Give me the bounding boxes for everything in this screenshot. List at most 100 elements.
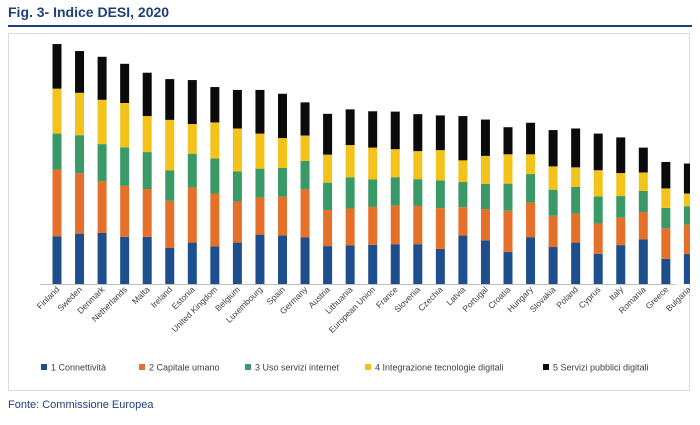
- bar-segment-3: [210, 158, 220, 194]
- bar-segment-4: [480, 155, 490, 184]
- bar-segment-4: [120, 103, 130, 148]
- legend-label-4: 4 Integrazione tecnologie digitali: [375, 363, 504, 373]
- bar-segment-4: [683, 193, 690, 207]
- bar-segment-1: [187, 242, 197, 284]
- bar-segment-3: [413, 179, 423, 206]
- bar-segment-3: [142, 152, 152, 190]
- bar-segment-3: [52, 133, 62, 170]
- bar-segment-2: [165, 200, 175, 248]
- bar-segment-5: [616, 137, 626, 174]
- bar-segment-2: [278, 196, 287, 236]
- bar-segment-1: [683, 254, 690, 284]
- bar-segment-3: [278, 168, 287, 197]
- bar-segment-3: [390, 177, 400, 206]
- bar-segment-3: [120, 147, 130, 186]
- category-label: Bulgaria: [664, 284, 690, 313]
- bar-segment-1: [142, 236, 152, 284]
- bar-segment-4: [97, 99, 107, 145]
- bar-segment-5: [413, 114, 423, 152]
- bar-segment-2: [548, 215, 558, 248]
- bar-segment-4: [526, 154, 536, 175]
- bar-segment-4: [142, 116, 152, 153]
- bar-segment-1: [323, 246, 333, 284]
- bar-segment-2: [75, 173, 85, 234]
- bar-segment-4: [638, 172, 648, 191]
- bar-segment-5: [503, 127, 513, 155]
- bar-segment-5: [97, 56, 107, 100]
- bar-segment-1: [300, 237, 310, 284]
- legend-swatch-5: [543, 364, 549, 370]
- bar-segment-3: [165, 170, 175, 201]
- bar-segment-2: [210, 193, 220, 247]
- bar-segment-4: [571, 167, 581, 187]
- bar-segment-4: [255, 133, 265, 169]
- bar-segment-1: [526, 237, 536, 284]
- bar-segment-3: [323, 182, 333, 211]
- bar-segment-3: [571, 186, 581, 214]
- bar-segment-4: [232, 128, 242, 172]
- bar-segment-2: [458, 207, 468, 236]
- bar-segment-4: [661, 188, 671, 208]
- bar-segment-5: [278, 93, 287, 139]
- bar-segment-2: [526, 202, 536, 238]
- bar-segment-2: [120, 185, 130, 237]
- bar-segment-2: [232, 201, 242, 243]
- bar-segment-5: [255, 89, 265, 134]
- category-label: Italy: [607, 284, 626, 303]
- legend-swatch-2: [139, 364, 145, 370]
- bar-segment-3: [458, 182, 468, 208]
- bar-segment-3: [683, 206, 690, 225]
- bar-segment-2: [368, 206, 378, 245]
- bar-segment-5: [368, 111, 378, 148]
- legend-swatch-3: [245, 364, 251, 370]
- legend-label-2: 2 Capitale umano: [149, 363, 220, 373]
- bar-segment-3: [526, 174, 536, 203]
- bar-segment-4: [368, 147, 378, 180]
- bar-segment-1: [661, 258, 671, 284]
- bar-segment-2: [683, 224, 690, 255]
- bar-segment-1: [480, 240, 490, 284]
- bar-segment-4: [390, 149, 400, 178]
- bar-segment-5: [345, 109, 355, 146]
- bar-segment-3: [75, 135, 85, 174]
- bar-segment-2: [503, 210, 513, 252]
- bar-segment-5: [435, 115, 445, 151]
- bar-segment-3: [345, 177, 355, 209]
- title-underline: [8, 25, 692, 27]
- bar-segment-5: [638, 147, 648, 173]
- bar-segment-5: [593, 133, 603, 171]
- bar-segment-1: [165, 247, 175, 284]
- bar-segment-4: [210, 122, 220, 159]
- bar-segment-2: [616, 217, 626, 246]
- bar-segment-5: [210, 87, 220, 123]
- bar-segment-2: [593, 223, 603, 254]
- bar-segment-1: [75, 233, 85, 284]
- bar-segment-4: [187, 124, 197, 154]
- category-label: Cyprus: [576, 284, 602, 310]
- bar-segment-1: [255, 234, 265, 284]
- bar-segment-2: [323, 210, 333, 247]
- bar-segment-1: [616, 245, 626, 284]
- bar-segment-1: [458, 235, 468, 284]
- bar-segment-5: [526, 122, 536, 155]
- bar-segment-4: [616, 173, 626, 197]
- bar-segment-3: [503, 183, 513, 211]
- bar-segment-3: [616, 196, 626, 218]
- bar-segment-5: [571, 128, 581, 168]
- bar-segment-5: [661, 161, 671, 189]
- legend-label-5: 5 Servizi pubblici digitali: [553, 363, 649, 373]
- bar-segment-1: [435, 248, 445, 284]
- bar-segment-4: [435, 150, 445, 181]
- bar-segment-5: [232, 89, 242, 129]
- category-label: Poland: [554, 284, 580, 310]
- bar-segment-1: [232, 242, 242, 284]
- bar-segment-5: [120, 63, 130, 103]
- bar-segment-4: [323, 154, 333, 183]
- bar-segment-4: [548, 166, 558, 190]
- bar-segment-3: [97, 144, 107, 182]
- bar-segment-1: [503, 251, 513, 284]
- bar-segment-5: [75, 51, 85, 93]
- bar-segment-5: [187, 80, 197, 125]
- category-label: Czechia: [416, 284, 445, 313]
